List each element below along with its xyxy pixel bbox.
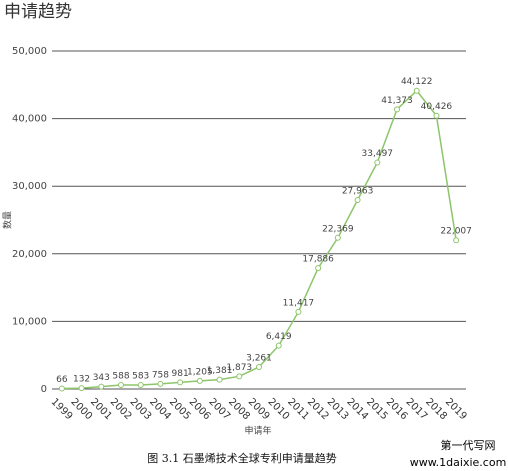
caption: 图 3.1 石墨烯技术全球专利申请量趋势 [147,451,337,465]
x-tick-label: 1999 [49,396,75,422]
value-label: 17,886 [302,255,334,265]
value-label: 11,417 [283,298,315,308]
value-label: 3,261 [246,353,272,363]
value-label: 588 [112,372,129,382]
point [413,87,420,94]
point [157,380,164,387]
y-tick-label: 10,000 [12,316,47,327]
y-tick-label: 40,000 [12,114,47,125]
x-tick-label: 2019 [443,396,469,422]
point [78,385,85,392]
value-label: 40,426 [421,102,453,112]
y-tick-label: 0 [41,384,47,395]
point [196,377,203,384]
point [275,342,282,349]
watermark-url: www.1daixie.com [410,456,507,469]
value-label: 6,419 [266,332,292,342]
x-tick-label: 2016 [384,396,410,422]
x-tick-label: 2018 [423,396,449,422]
value-label: 1,205 [187,367,213,377]
point [295,308,302,315]
x-tick-label: 2002 [108,396,134,422]
x-tick-label: 2005 [167,396,193,422]
value-label: 1,381 [207,366,233,376]
point [394,106,400,113]
x-tick-label: 2000 [68,396,94,422]
x-tick-label: 2014 [344,396,370,422]
value-label: 41,373 [381,96,413,106]
x-tick-label: 2009 [246,396,272,422]
x-tick-label: 2015 [364,396,390,422]
point [374,159,381,166]
x-axis-label: 申请年 [244,425,271,437]
x-tick-label: 2006 [187,396,213,422]
point [453,237,460,244]
y-tick-label: 30,000 [12,181,47,192]
x-tick-label: 2017 [403,396,429,422]
point [354,196,361,203]
x-tick-label: 2013 [325,396,351,422]
value-label: 583 [132,372,149,382]
point [236,373,243,380]
x-tick-label: 2008 [226,396,252,422]
x-tick-label: 2011 [285,396,311,422]
value-label: 1,873 [226,363,252,373]
value-label: 33,497 [362,149,394,159]
value-label: 132 [73,375,90,385]
y-axis-label: 数量 [2,211,14,229]
x-tick-label: 2003 [127,396,153,422]
point [98,383,105,390]
point [216,376,223,383]
value-label: 22,007 [440,227,472,237]
point [256,363,262,370]
chart-title: 申请趋势 [4,2,72,22]
point [58,385,65,392]
value-label: 44,122 [401,77,433,87]
y-tick-label: 20,000 [12,249,47,260]
x-tick-label: 2012 [305,396,331,422]
point [137,382,144,389]
value-label: 66 [56,375,68,385]
value-label: 27,963 [342,186,374,196]
x-tick-label: 2007 [206,396,232,422]
value-label: 981 [172,369,189,379]
watermark-name: 第一代写网 [441,438,496,452]
point [118,382,124,389]
point [433,112,440,119]
value-label: 758 [152,370,169,380]
point [315,265,322,272]
point [334,234,341,241]
y-tick-label: 50,000 [12,46,47,57]
value-label: 22,369 [322,224,354,234]
x-tick-label: 2010 [265,396,291,422]
x-tick-label: 2001 [88,396,114,422]
x-tick-label: 2004 [147,396,173,422]
point [177,379,184,386]
line [61,89,457,390]
value-label: 343 [93,373,110,383]
